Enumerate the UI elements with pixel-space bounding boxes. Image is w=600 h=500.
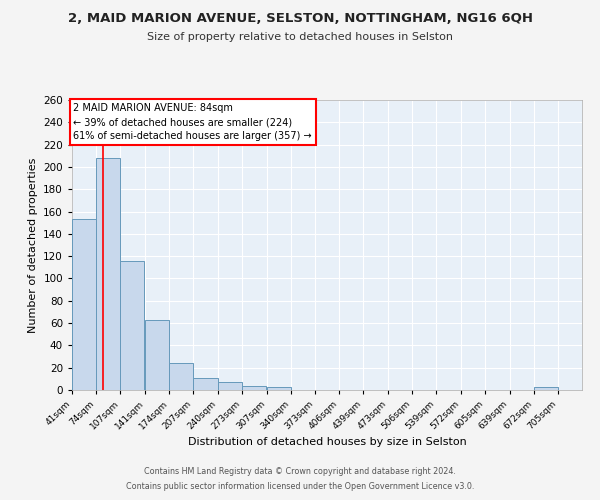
X-axis label: Distribution of detached houses by size in Selston: Distribution of detached houses by size … [188, 436, 466, 446]
Bar [242, 386, 266, 390]
Bar [218, 382, 242, 390]
Text: Size of property relative to detached houses in Selston: Size of property relative to detached ho… [147, 32, 453, 42]
Bar [193, 378, 218, 390]
Text: 2, MAID MARION AVENUE, SELSTON, NOTTINGHAM, NG16 6QH: 2, MAID MARION AVENUE, SELSTON, NOTTINGH… [67, 12, 533, 26]
Bar [169, 363, 193, 390]
Bar [72, 220, 96, 390]
Text: Contains public sector information licensed under the Open Government Licence v3: Contains public sector information licen… [126, 482, 474, 491]
Text: 2 MAID MARION AVENUE: 84sqm
← 39% of detached houses are smaller (224)
61% of se: 2 MAID MARION AVENUE: 84sqm ← 39% of det… [73, 104, 312, 142]
Bar [266, 386, 291, 390]
Bar [534, 386, 558, 390]
Bar [145, 320, 169, 390]
Bar [96, 158, 120, 390]
Y-axis label: Number of detached properties: Number of detached properties [28, 158, 38, 332]
Text: Contains HM Land Registry data © Crown copyright and database right 2024.: Contains HM Land Registry data © Crown c… [144, 467, 456, 476]
Bar [120, 260, 145, 390]
